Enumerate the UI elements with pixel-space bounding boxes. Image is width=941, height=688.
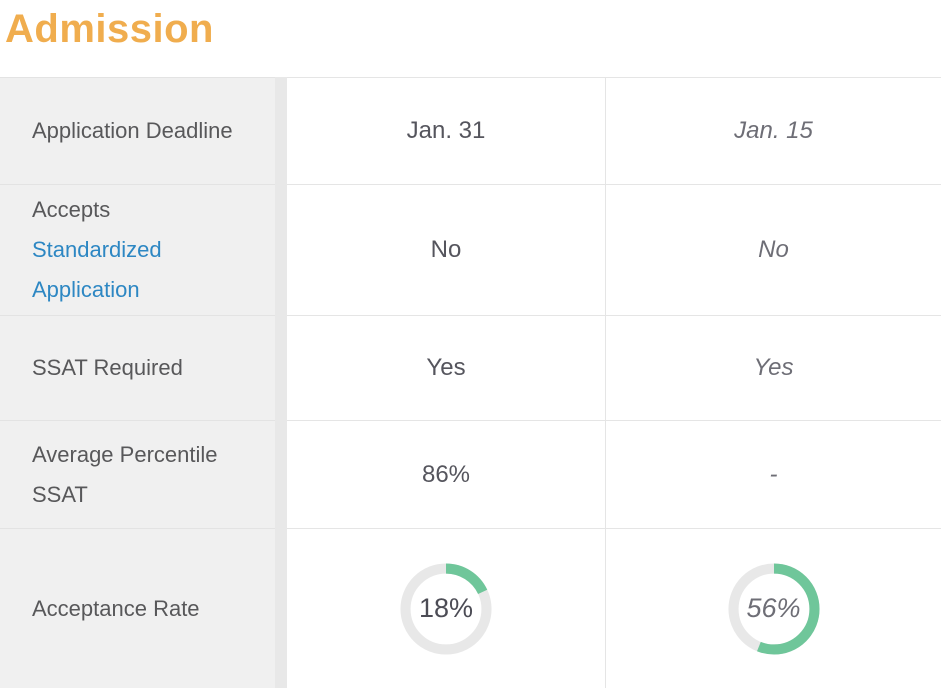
cell-ssat-required-col1: Yes	[287, 315, 605, 420]
label-column-gutter	[275, 420, 287, 528]
value-text: Yes	[426, 354, 466, 381]
donut-percentage-label: 56%	[746, 593, 801, 623]
table-row-acceptance-rate: Acceptance Rate 18% 56	[0, 528, 941, 688]
row-label-ssat-required: SSAT Required	[0, 315, 275, 420]
label-column-gutter	[275, 184, 287, 315]
value-text: No	[758, 236, 789, 263]
value-text: Yes	[753, 354, 794, 381]
cell-ssat-required-col2: Yes	[605, 315, 941, 420]
cell-average-percentile-col1: 86%	[287, 420, 605, 528]
table-row-ssat-required: SSAT Required Yes Yes	[0, 315, 941, 420]
donut-value-arc	[727, 562, 820, 655]
value-text: Jan. 15	[734, 117, 813, 144]
donut-chart-svg	[400, 562, 492, 655]
value-text: No	[430, 236, 462, 263]
row-label-text: Average Percentile SSAT	[32, 441, 218, 507]
cell-application-deadline-col2: Jan. 15	[605, 77, 941, 184]
cell-acceptance-rate-col2: 56%	[605, 528, 941, 688]
table-row-application-deadline: Application Deadline Jan. 31 Jan. 15	[0, 77, 941, 184]
donut-percentage-label: 18%	[418, 593, 474, 623]
cell-accepts-standardized-col1: No	[287, 184, 605, 315]
row-label-acceptance-rate: Acceptance Rate	[0, 528, 275, 688]
label-column-gutter	[275, 528, 287, 688]
acceptance-rate-donut-chart: 18%	[400, 562, 492, 655]
page-title: Admission	[5, 7, 214, 51]
row-label-accepts-standardized-application: Accepts Standardized Application	[0, 184, 275, 315]
value-text: Jan. 31	[406, 117, 486, 144]
donut-value-arc	[400, 562, 492, 655]
table-row-average-percentile-ssat: Average Percentile SSAT 86% -	[0, 420, 941, 528]
row-label-average-percentile-ssat: Average Percentile SSAT	[0, 420, 275, 528]
cell-average-percentile-col2: -	[605, 420, 941, 528]
standardized-application-link[interactable]: Standardized Application	[32, 237, 162, 302]
cell-application-deadline-col1: Jan. 31	[287, 77, 605, 184]
row-label-text: SSAT Required	[32, 355, 183, 380]
row-label-application-deadline: Application Deadline	[0, 77, 275, 184]
label-column-gutter	[275, 315, 287, 420]
admission-comparison-table: Application Deadline Jan. 31 Jan. 15 Acc…	[0, 77, 941, 688]
row-label-text: Acceptance Rate	[32, 595, 200, 621]
cell-acceptance-rate-col1: 18%	[287, 528, 605, 688]
label-column-gutter	[275, 77, 287, 184]
row-label-text: Accepts	[32, 197, 111, 222]
table-row-accepts-standardized-application: Accepts Standardized Application No No	[0, 184, 941, 315]
row-label-text: Application Deadline	[32, 118, 233, 143]
acceptance-rate-donut-chart: 56%	[727, 562, 820, 655]
donut-chart-svg	[727, 562, 820, 655]
value-text: 86%	[421, 460, 471, 488]
value-text: -	[769, 460, 778, 488]
cell-accepts-standardized-col2: No	[605, 184, 941, 315]
